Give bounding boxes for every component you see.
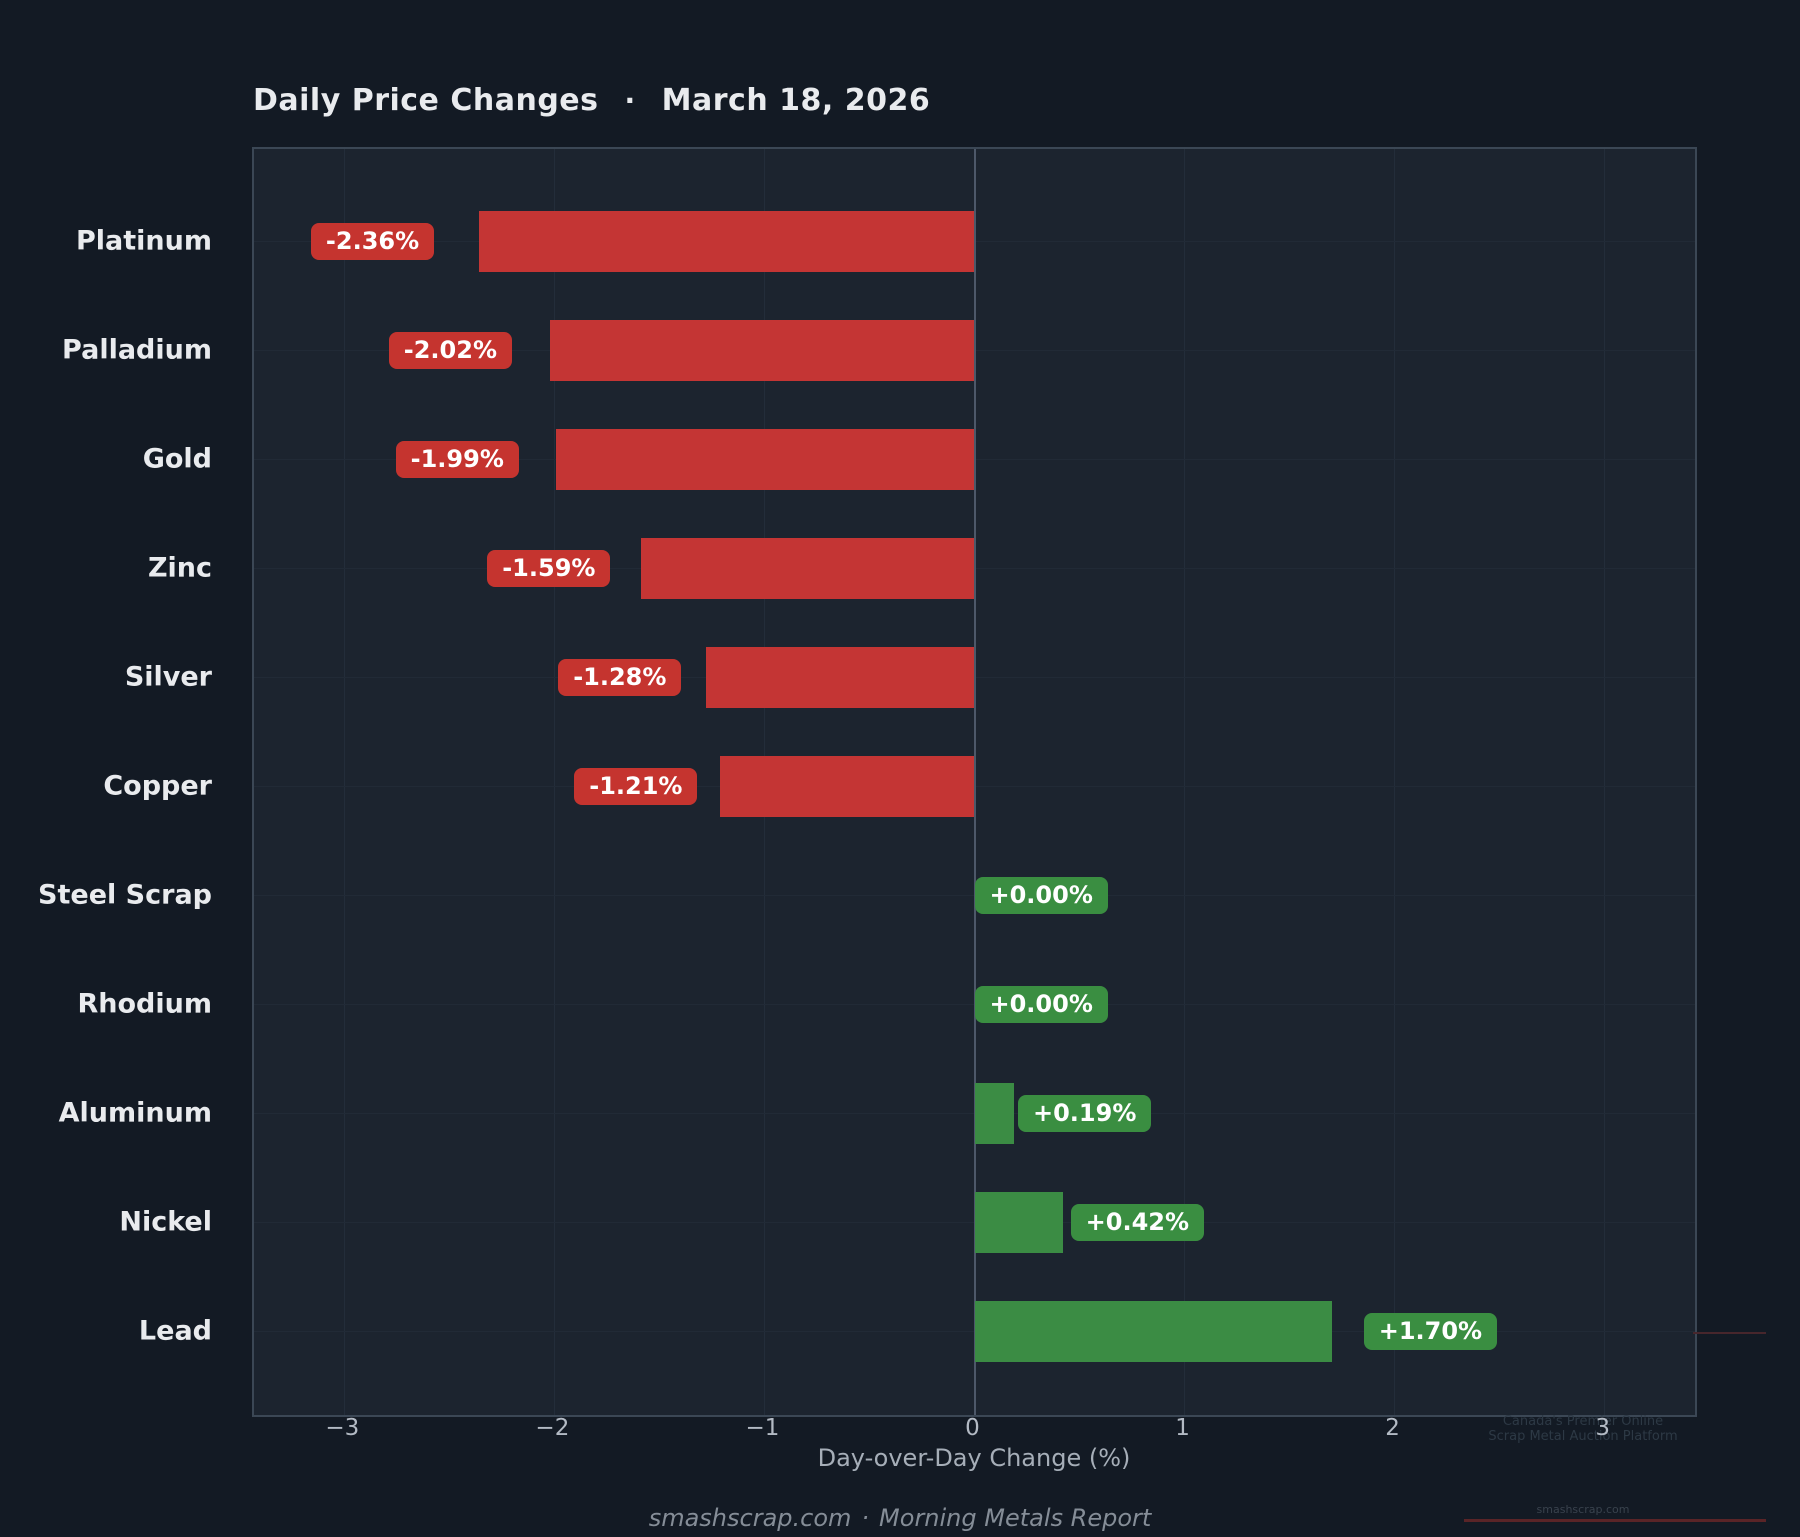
- x-tick-label: 1: [1175, 1415, 1190, 1441]
- value-badge-palladium: -2.02%: [388, 331, 512, 369]
- chart-title-date: March 18, 2026: [661, 82, 931, 118]
- watermark-url: smashscrap.com: [1536, 1503, 1630, 1516]
- category-label-steel-scrap: Steel Scrap: [38, 879, 212, 911]
- footer-site: smashscrap.com: [648, 1504, 852, 1532]
- bar-palladium: [550, 319, 975, 381]
- bar-zinc: [640, 537, 975, 599]
- value-badge-aluminum: +0.19%: [1018, 1094, 1152, 1132]
- footer-caption: smashscrap.com · Morning Metals Report: [0, 1504, 1800, 1532]
- x-axis-title: Day-over-Day Change (%): [817, 1444, 1131, 1472]
- value-badge-lead: +1.70%: [1363, 1312, 1498, 1350]
- zero-baseline: [973, 149, 976, 1415]
- chart-title-text: Daily Price Changes: [253, 82, 599, 118]
- x-tick-label: −2: [535, 1415, 570, 1441]
- category-label-gold: Gold: [142, 443, 212, 475]
- vertical-gridline: [553, 149, 555, 1415]
- watermark-red-mark: [1693, 1332, 1766, 1334]
- bar-gold: [556, 428, 975, 490]
- watermark-line2: Scrap Metal Auction Platform: [1488, 1429, 1678, 1444]
- category-label-copper: Copper: [103, 770, 212, 802]
- category-label-platinum: Platinum: [75, 225, 212, 257]
- bar-platinum: [478, 210, 975, 272]
- vertical-gridline: [343, 149, 345, 1415]
- x-tick-label: −3: [325, 1415, 360, 1441]
- title-separator-dot: ·: [624, 83, 636, 117]
- plot-area: -2.36% -2.02% -1.99% -1.59% -1.28% -1.21% +0.0…: [252, 147, 1697, 1417]
- watermark-line1: Canada's Premier Online: [1502, 1414, 1664, 1429]
- category-label-palladium: Palladium: [62, 334, 212, 366]
- category-label-silver: Silver: [124, 661, 212, 693]
- value-badge-platinum: -2.36%: [310, 222, 435, 260]
- value-badge-steel-scrap: +0.00%: [974, 876, 1108, 914]
- category-label-lead: Lead: [138, 1315, 212, 1347]
- vertical-gridline: [1184, 149, 1186, 1415]
- bar-copper: [720, 755, 975, 817]
- x-tick-label: 3: [1595, 1415, 1610, 1441]
- category-label-rhodium: Rhodium: [77, 988, 213, 1020]
- value-badge-gold: -1.99%: [395, 440, 519, 478]
- value-badge-nickel: +0.42%: [1070, 1203, 1205, 1241]
- watermark-red-underline: [1464, 1519, 1766, 1522]
- bar-nickel: [974, 1191, 1063, 1253]
- chart-title: Daily Price Changes · March 18, 2026: [253, 80, 930, 120]
- bar-lead: [974, 1300, 1332, 1362]
- vertical-gridline: [1394, 149, 1396, 1415]
- category-label-nickel: Nickel: [119, 1206, 212, 1238]
- value-badge-silver: -1.28%: [558, 658, 682, 696]
- value-badge-copper: -1.21%: [574, 767, 698, 805]
- footer-report: Morning Metals Report: [879, 1504, 1152, 1532]
- category-label-zinc: Zinc: [147, 552, 212, 584]
- x-tick-label: −1: [745, 1415, 780, 1441]
- corner-watermark: Canada's Premier Online Scrap Metal Auct…: [1458, 1414, 1708, 1444]
- vertical-gridline: [1604, 149, 1606, 1415]
- bar-aluminum: [974, 1082, 1015, 1144]
- category-label-aluminum: Aluminum: [58, 1097, 212, 1129]
- x-tick-label: 0: [965, 1415, 980, 1441]
- value-badge-zinc: -1.59%: [487, 549, 611, 587]
- bar-silver: [705, 646, 975, 708]
- x-tick-label: 2: [1385, 1415, 1400, 1441]
- value-badge-rhodium: +0.00%: [974, 985, 1108, 1023]
- footer-separator-dot: ·: [861, 1504, 870, 1532]
